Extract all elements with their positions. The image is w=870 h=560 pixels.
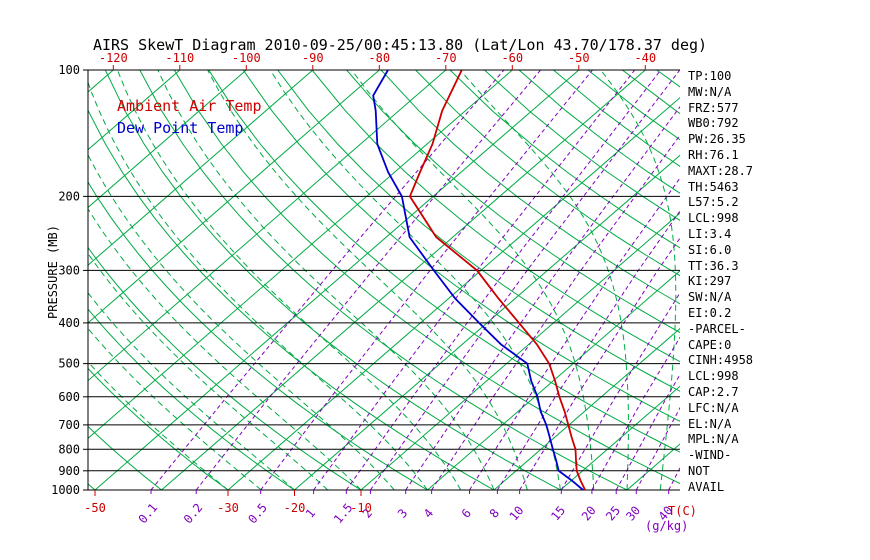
svg-text:-90: -90 [302, 51, 324, 65]
stat-line: LCL:998 [688, 369, 739, 384]
stat-line: LI:3.4 [688, 226, 732, 241]
top-temp-labels: -120 -110 -100 -90 -80 -70 -60 -50 -40 [99, 51, 656, 70]
svg-text:500: 500 [58, 357, 80, 371]
svg-text:1: 1 [303, 506, 318, 521]
stat-line: L57:5.2 [688, 195, 739, 210]
stat-line: CAP:2.7 [688, 384, 739, 399]
stat-line: SW:N/A [688, 290, 732, 305]
legend-dew-point: Dew Point Temp [117, 119, 244, 137]
svg-text:3: 3 [395, 506, 410, 521]
svg-text:-30: -30 [217, 501, 239, 515]
svg-text:300: 300 [58, 263, 80, 277]
bottom-temp-labels: -50 -30 -20 -10 [84, 490, 372, 515]
stat-line: WB0:792 [688, 116, 739, 131]
stat-line: RH:76.1 [688, 147, 739, 162]
stat-line: -WIND- [688, 448, 732, 463]
stat-line: AVAIL [688, 479, 725, 494]
stat-line: TP:100 [688, 69, 732, 83]
stat-line: FRZ:577 [688, 100, 739, 115]
svg-text:800: 800 [58, 442, 80, 456]
svg-text:400: 400 [58, 316, 80, 330]
svg-text:200: 200 [58, 189, 80, 203]
grid-lines [88, 70, 680, 490]
svg-text:-110: -110 [165, 51, 194, 65]
svg-text:-70: -70 [435, 51, 457, 65]
stat-line: MAXT:28.7 [688, 163, 754, 178]
dew-point-curve [372, 70, 584, 490]
temp-unit-label: T(C) [668, 504, 697, 518]
ambient-temp-curve [408, 70, 586, 490]
svg-text:8: 8 [487, 506, 502, 521]
stat-line: CAPE:0 [688, 337, 732, 352]
stat-line: PW:26.35 [688, 132, 746, 147]
svg-text:-60: -60 [501, 51, 523, 65]
svg-text:6: 6 [459, 506, 474, 521]
stat-line: SI:6.0 [688, 242, 732, 257]
svg-text:1000: 1000 [51, 483, 80, 497]
svg-text:100: 100 [58, 63, 80, 77]
legend-ambient-temp: Ambient Air Temp [117, 97, 262, 115]
stat-line: MW:N/A [688, 84, 732, 99]
svg-text:0.1: 0.1 [136, 501, 161, 527]
stats-panel: TP:100 MW:N/A FRZ:577 WB0:792 PW:26.35 RH:76.… [688, 69, 753, 496]
svg-text:30: 30 [623, 503, 643, 523]
svg-text:10: 10 [507, 503, 527, 523]
pressure-labels: 100 200 300 400 500 600 700 800 900 1000 [51, 63, 80, 497]
svg-text:600: 600 [58, 390, 80, 404]
svg-text:-50: -50 [568, 51, 590, 65]
profile-curves [372, 70, 586, 490]
stat-line: LFC:N/A [688, 400, 739, 415]
stat-line: NOT [688, 463, 710, 478]
svg-text:20: 20 [579, 503, 599, 523]
stat-line: EL:N/A [688, 416, 732, 431]
pressure-axis-title: PRESSURE (MB) [46, 225, 60, 319]
svg-text:-10: -10 [350, 501, 372, 515]
svg-text:0.5: 0.5 [245, 501, 270, 527]
svg-text:0.2: 0.2 [181, 501, 206, 527]
svg-text:15: 15 [548, 503, 568, 523]
stat-line: TH:5463 [688, 179, 739, 194]
svg-text:-120: -120 [99, 51, 128, 65]
svg-text:4: 4 [421, 506, 436, 521]
stat-line: TT:36.3 [688, 258, 739, 273]
chart-title: AIRS SkewT Diagram 2010-09-25/00:45:13.8… [92, 36, 708, 54]
svg-text:-100: -100 [232, 51, 261, 65]
svg-text:700: 700 [58, 418, 80, 432]
svg-text:25: 25 [603, 503, 623, 523]
svg-text:900: 900 [58, 464, 80, 478]
mixing-unit-label: (g/kg) [645, 519, 689, 533]
svg-text:-20: -20 [284, 501, 306, 515]
stat-line: LCL:998 [688, 211, 739, 226]
moist-adiabat-lines [88, 70, 677, 490]
stat-line: EI:0.2 [688, 305, 732, 320]
svg-text:-80: -80 [368, 51, 390, 65]
pressure-lines [83, 69, 680, 491]
stat-line: KI:297 [688, 274, 732, 289]
stat-line: -PARCEL- [688, 321, 746, 336]
mixing-ratio-lines [150, 70, 680, 490]
svg-text:-40: -40 [634, 51, 656, 65]
stat-line: CINH:4958 [688, 353, 754, 368]
svg-text:-50: -50 [84, 501, 106, 515]
stat-line: MPL:N/A [688, 432, 739, 447]
dry-adiabat-lines [88, 70, 680, 490]
